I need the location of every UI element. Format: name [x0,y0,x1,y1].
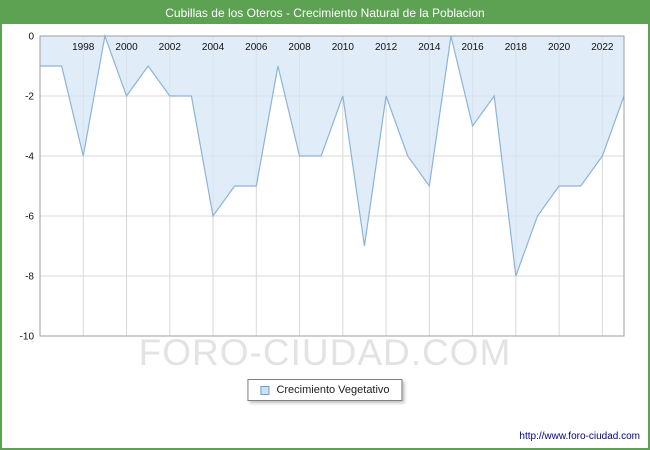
chart-area: 0 -2 -4 -6 -8 -10 1998 2000 2002 2004 2006 2008 2010… [2,24,648,354]
data-line [40,33,625,277]
legend-swatch-icon [260,385,270,395]
plot-frame [39,35,625,337]
legend: Crecimiento Vegetativo [247,379,403,401]
x-tick-label: 2020 [548,42,571,53]
y-tick-label: 0 [28,32,34,43]
footer-link[interactable]: http://www.foro-ciudad.com [519,431,640,442]
x-tick-label: 2016 [461,42,484,53]
x-tick-label: 1998 [72,42,95,53]
x-tick-label: 2022 [591,42,614,53]
y-tick-label: -8 [25,272,34,283]
y-tick-label: -10 [20,332,35,343]
y-tick-label: -2 [25,92,34,103]
x-tick-label: 2000 [115,42,138,53]
x-tick-label: 2014 [418,42,441,53]
x-tick-label: 2004 [202,42,225,53]
x-tick-label: 2018 [505,42,528,53]
chart-title-bar: Cubillas de los Oteros - Crecimiento Nat… [2,2,648,24]
natural-growth-area-chart: 0 -2 -4 -6 -8 -10 1998 2000 2002 2004 2006 2008 2010… [20,32,625,343]
x-tick-label: 2008 [288,42,311,53]
legend-label: Crecimiento Vegetativo [276,384,390,396]
x-tick-label: 2006 [245,42,268,53]
x-tick-label: 2002 [159,42,182,53]
chart-title: Cubillas de los Oteros - Crecimiento Nat… [165,6,485,20]
x-tick-label: 2010 [332,42,355,53]
y-tick-label: -4 [25,152,34,163]
x-tick-label: 2012 [375,42,398,53]
y-tick-label: -6 [25,212,34,223]
